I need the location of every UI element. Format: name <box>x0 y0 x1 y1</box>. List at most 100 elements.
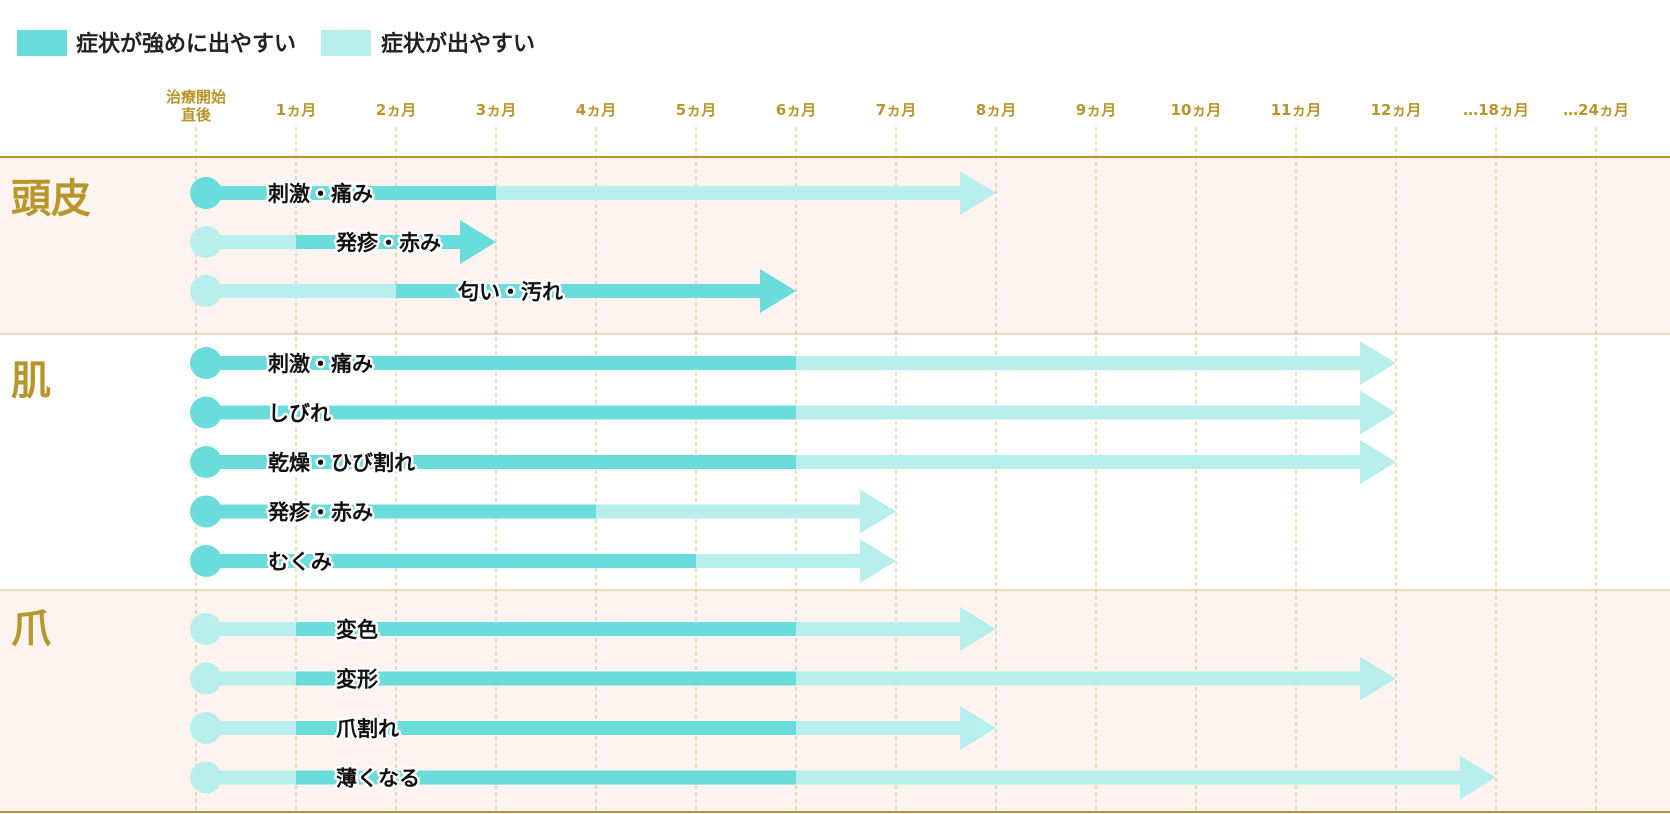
symptom-label: 発疹・赤み <box>267 501 373 525</box>
x-tick-label: …24ヵ月 <box>1563 101 1629 119</box>
legend-swatch-light <box>321 30 371 56</box>
symptom-row: 変形 <box>190 656 1396 701</box>
x-tick-label: 1ヵ月 <box>276 101 316 119</box>
x-tick-label: 8ヵ月 <box>976 101 1016 119</box>
symptom-label: むくみ <box>268 550 332 574</box>
symptom-row: 刺激・痛み <box>190 171 996 215</box>
symptom-label: 刺激・痛み <box>268 352 373 376</box>
x-tick-label: 3ヵ月 <box>476 101 516 119</box>
x-tick-label: 5ヵ月 <box>676 101 716 119</box>
arrow-head <box>1460 755 1496 800</box>
start-dot <box>190 226 222 258</box>
symptom-label: 乾燥・ひび割れ <box>268 451 415 475</box>
arrow-head <box>1360 390 1396 435</box>
bar-segment-strong <box>196 356 796 370</box>
bar-segment-strong <box>296 770 796 785</box>
arrow-head <box>860 539 896 583</box>
start-dot <box>190 396 222 429</box>
x-tick-label: …18ヵ月 <box>1463 101 1529 119</box>
bar-segment-light <box>696 554 860 568</box>
x-tick-label: 12ヵ月 <box>1371 101 1422 119</box>
symptom-label: しびれ <box>268 402 331 426</box>
bar-segment-light <box>196 284 396 298</box>
x-tick-label: 10ヵ月 <box>1171 101 1222 119</box>
bar-segment-light <box>796 622 960 636</box>
gridlines <box>195 127 1597 812</box>
symptom-label: 匂い・汚れ <box>457 280 563 304</box>
legend: 症状が強めに出やすい 症状が出やすい <box>17 30 535 57</box>
bar-segment-strong <box>196 405 796 420</box>
symptom-label: 変形 <box>336 668 378 692</box>
arrow-head <box>960 706 996 750</box>
bar-segment-strong <box>296 235 460 249</box>
symptom-row: 乾燥・ひび割れ <box>190 440 1396 484</box>
start-dot <box>190 712 222 744</box>
arrow-head <box>960 607 996 651</box>
arrow-head <box>1360 440 1396 484</box>
bar-segment-light <box>796 671 1360 686</box>
symptom-row: 爪割れ <box>190 706 996 750</box>
x-tick-label: 9ヵ月 <box>1076 101 1116 119</box>
x-tick-label: 直後 <box>181 106 212 124</box>
bar-segment-strong <box>396 284 760 298</box>
symptom-label: 爪割れ <box>336 717 399 741</box>
bar-segment-strong <box>296 671 796 686</box>
symptom-label: 変色 <box>336 618 378 642</box>
x-tick-label: 2ヵ月 <box>376 101 416 119</box>
bar-segment-light <box>796 356 1360 370</box>
bar-segment-light <box>796 405 1360 420</box>
arrow-head <box>460 220 496 264</box>
symptom-label: 発疹・赤み <box>335 231 441 255</box>
arrow-head <box>1360 341 1396 385</box>
start-dot <box>190 495 222 528</box>
arrow-head <box>760 269 796 313</box>
start-dot <box>190 662 222 695</box>
x-tick-label: 治療開始 <box>166 88 226 106</box>
symptom-row: しびれ <box>190 390 1396 435</box>
symptom-label: 薄くなる <box>336 767 420 791</box>
bar-segment-strong <box>196 186 496 200</box>
section-separators <box>0 156 1670 813</box>
start-dot <box>190 613 222 645</box>
start-dot <box>190 177 222 209</box>
section-title: 爪 <box>11 606 51 652</box>
legend-label-light: 症状が出やすい <box>381 31 535 57</box>
legend-swatch-strong <box>17 30 67 56</box>
x-tick-label: 11ヵ月 <box>1271 101 1322 119</box>
arrow-head <box>1360 656 1396 701</box>
bar-segment-light <box>796 770 1460 785</box>
section-bands <box>0 157 1670 812</box>
bar-segment-light <box>596 504 860 519</box>
arrow-head <box>960 171 996 215</box>
section-title: 肌 <box>11 358 51 404</box>
start-dot <box>190 761 222 794</box>
x-tick-label: 4ヵ月 <box>576 101 616 119</box>
symptom-row: 発疹・赤み <box>190 220 496 264</box>
bar-segment-strong <box>196 554 696 568</box>
bar-segment-strong <box>196 455 796 469</box>
x-tick-label: 6ヵ月 <box>776 101 816 119</box>
symptom-row: 刺激・痛み <box>190 341 1396 385</box>
bar-segment-light <box>496 186 960 200</box>
symptom-row: 発疹・赤み <box>190 489 896 534</box>
x-tick-label: 7ヵ月 <box>876 101 916 119</box>
bar-segment-light <box>796 721 960 735</box>
arrow-head <box>860 489 896 534</box>
bar-segment-strong <box>296 622 796 636</box>
symptom-row: むくみ <box>190 539 896 583</box>
start-dot <box>190 275 222 307</box>
start-dot <box>190 446 222 478</box>
start-dot <box>190 347 222 379</box>
start-dot <box>190 545 222 577</box>
bar-segment-strong <box>196 504 596 519</box>
bar-segment-light <box>796 455 1360 469</box>
section-title: 頭皮 <box>11 176 91 222</box>
bar-segment-strong <box>296 721 796 735</box>
symptom-row: 薄くなる <box>190 755 1496 800</box>
symptom-row: 変色 <box>190 607 996 651</box>
